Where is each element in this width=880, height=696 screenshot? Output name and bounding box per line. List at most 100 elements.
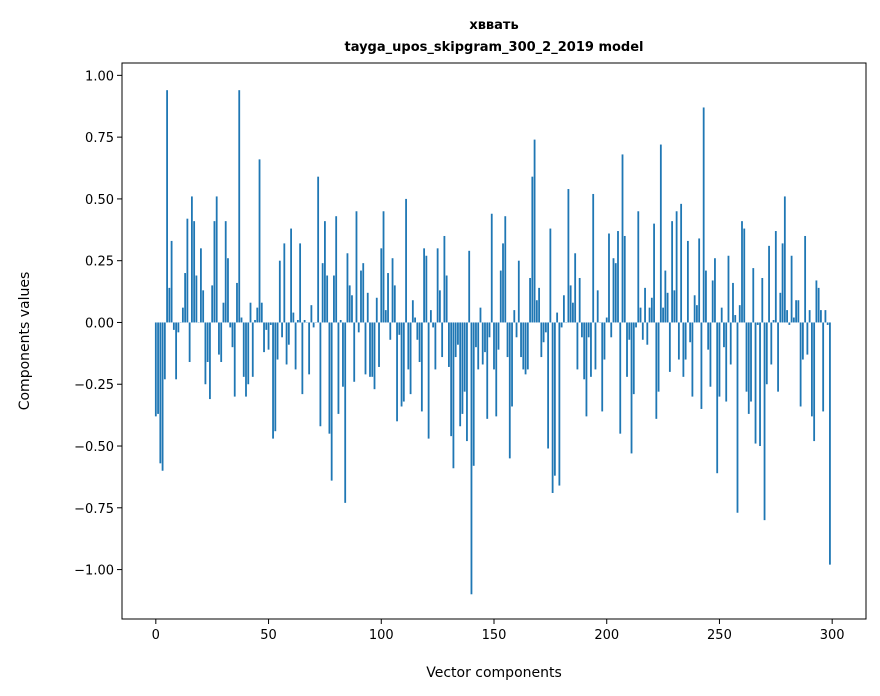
bar-177 — [553, 322, 556, 476]
bar-82 — [339, 319, 342, 323]
bar-68 — [308, 322, 311, 375]
x-tick-label: 150 — [482, 628, 507, 643]
bar-289 — [806, 322, 809, 355]
bar-124 — [434, 322, 437, 370]
bar-64 — [299, 243, 302, 323]
bar-84 — [344, 322, 347, 503]
bar-51 — [269, 322, 272, 325]
bar-108 — [398, 322, 401, 335]
bar-291 — [810, 322, 813, 417]
bar-288 — [804, 235, 807, 323]
bar-207 — [621, 154, 624, 323]
bar-152 — [497, 322, 500, 350]
bar-209 — [626, 322, 628, 377]
y-tick-label: 1.00 — [85, 69, 114, 84]
bar-239 — [693, 295, 696, 323]
bar-221 — [653, 223, 655, 323]
bar-72 — [317, 176, 320, 323]
bar-158 — [511, 322, 513, 407]
bar-122 — [429, 310, 432, 323]
bar-121 — [427, 322, 430, 439]
bar-59 — [287, 322, 290, 345]
bar-212 — [632, 322, 635, 395]
bar-42 — [249, 302, 252, 323]
bar-98 — [375, 297, 378, 323]
bar-175 — [549, 228, 552, 323]
bar-60 — [290, 228, 292, 323]
bar-297 — [824, 310, 827, 323]
bar-196 — [596, 290, 599, 323]
bar-185 — [572, 302, 574, 323]
bar-39 — [242, 322, 245, 377]
bar-139 — [468, 250, 471, 323]
bar-295 — [820, 310, 822, 323]
bar-128 — [443, 235, 446, 323]
bar-8 — [172, 322, 175, 330]
bar-233 — [680, 203, 683, 323]
bar-99 — [378, 322, 380, 367]
bar-116 — [416, 322, 419, 340]
y-tick-label: −0.25 — [74, 378, 114, 393]
bar-170 — [538, 287, 540, 323]
bar-192 — [587, 322, 590, 338]
bar-228 — [668, 322, 671, 372]
y-tick-label: −0.75 — [74, 502, 114, 517]
bar-111 — [405, 198, 407, 323]
bar-264 — [750, 322, 752, 402]
bar-69 — [310, 305, 313, 323]
bar-96 — [371, 322, 374, 377]
bar-62 — [294, 322, 297, 370]
bar-172 — [542, 322, 545, 343]
bar-229 — [671, 221, 674, 323]
bar-61 — [292, 312, 295, 323]
bar-20 — [200, 248, 202, 323]
y-tick-label: 0.75 — [85, 131, 114, 146]
bar-205 — [617, 231, 619, 323]
bar-130 — [448, 322, 450, 367]
bar-217 — [644, 287, 646, 323]
bar-95 — [369, 322, 371, 377]
bar-94 — [366, 292, 369, 323]
bar-9 — [175, 322, 178, 380]
bar-165 — [526, 322, 529, 370]
bar-193 — [590, 322, 592, 377]
bar-22 — [204, 322, 207, 385]
bar-162 — [520, 322, 522, 358]
bar-1 — [157, 322, 159, 414]
bar-105 — [391, 258, 394, 323]
bar-277 — [779, 292, 782, 323]
y-tick-label: 0.25 — [85, 255, 114, 270]
bar-17 — [193, 221, 196, 323]
bar-65 — [301, 322, 304, 395]
y-axis-ticks: −1.00 −0.75 −0.50 −0.25 0.00 0.25 0.50 0.75 1.00 — [74, 69, 122, 579]
bar-174 — [547, 322, 550, 449]
bar-101 — [382, 211, 385, 323]
bar-112 — [407, 322, 410, 370]
bar-54 — [276, 322, 279, 360]
bar-251 — [720, 307, 723, 323]
bar-37 — [238, 90, 241, 323]
bar-141 — [472, 322, 475, 466]
bar-73 — [319, 322, 322, 427]
bar-179 — [558, 322, 561, 486]
bar-245 — [707, 322, 710, 350]
x-tick-label: 250 — [707, 628, 732, 643]
bar-160 — [515, 322, 518, 338]
chart-subtitle: tayga_upos_skipgram_300_2_2019 model — [345, 40, 644, 55]
bar-157 — [508, 322, 511, 459]
bar-28 — [218, 322, 220, 355]
bar-132 — [452, 322, 455, 469]
bar-26 — [213, 221, 216, 323]
chart-title: хввать — [469, 18, 518, 33]
bar-168 — [533, 139, 536, 323]
bar-166 — [529, 277, 531, 323]
bar-144 — [479, 307, 482, 323]
bar-270 — [763, 322, 766, 521]
bar-93 — [364, 322, 367, 375]
bar-176 — [551, 322, 554, 493]
y-tick-label: 0.50 — [85, 193, 114, 208]
bar-249 — [716, 322, 719, 474]
bar-292 — [813, 322, 816, 442]
bar-148 — [488, 322, 491, 338]
bar-282 — [790, 255, 793, 323]
